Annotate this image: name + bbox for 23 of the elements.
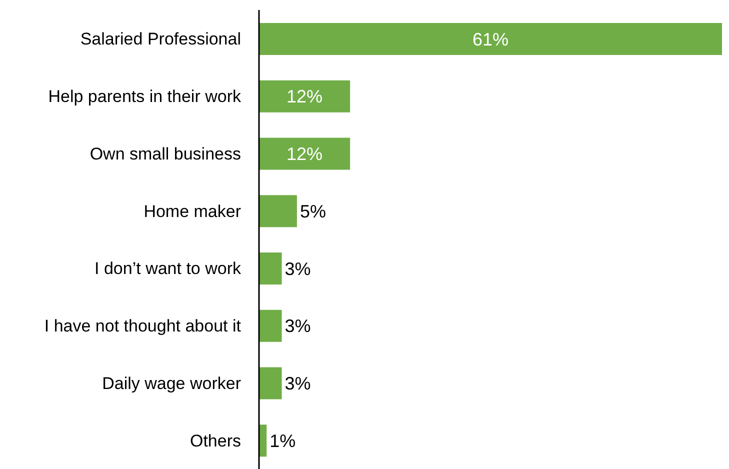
data-label: 61% — [472, 29, 509, 50]
y-tick-label: Help parents in their work — [48, 87, 242, 106]
data-label: 12% — [286, 144, 323, 164]
bar — [259, 80, 350, 112]
data-label: 1% — [270, 430, 296, 451]
y-tick-label: Others — [190, 431, 241, 450]
bar — [259, 138, 350, 170]
data-label: 3% — [284, 258, 311, 279]
bar — [259, 310, 282, 342]
data-label: 3% — [284, 316, 311, 336]
y-tick-label: Home maker — [144, 202, 242, 221]
bar — [259, 23, 722, 55]
data-label: 5% — [300, 201, 326, 222]
bar — [259, 252, 282, 284]
data-label: 3% — [284, 374, 311, 394]
data-label: 12% — [286, 86, 323, 107]
bar — [259, 195, 297, 228]
y-tick-label: I don’t want to work — [94, 259, 242, 278]
y-tick-label: Own small business — [90, 144, 241, 164]
y-tick-label: Daily wage worker — [102, 374, 242, 393]
y-tick-label: Salaried Professional — [80, 30, 241, 49]
y-tick-label: I have not thought about it — [44, 316, 242, 336]
bar — [259, 367, 282, 400]
